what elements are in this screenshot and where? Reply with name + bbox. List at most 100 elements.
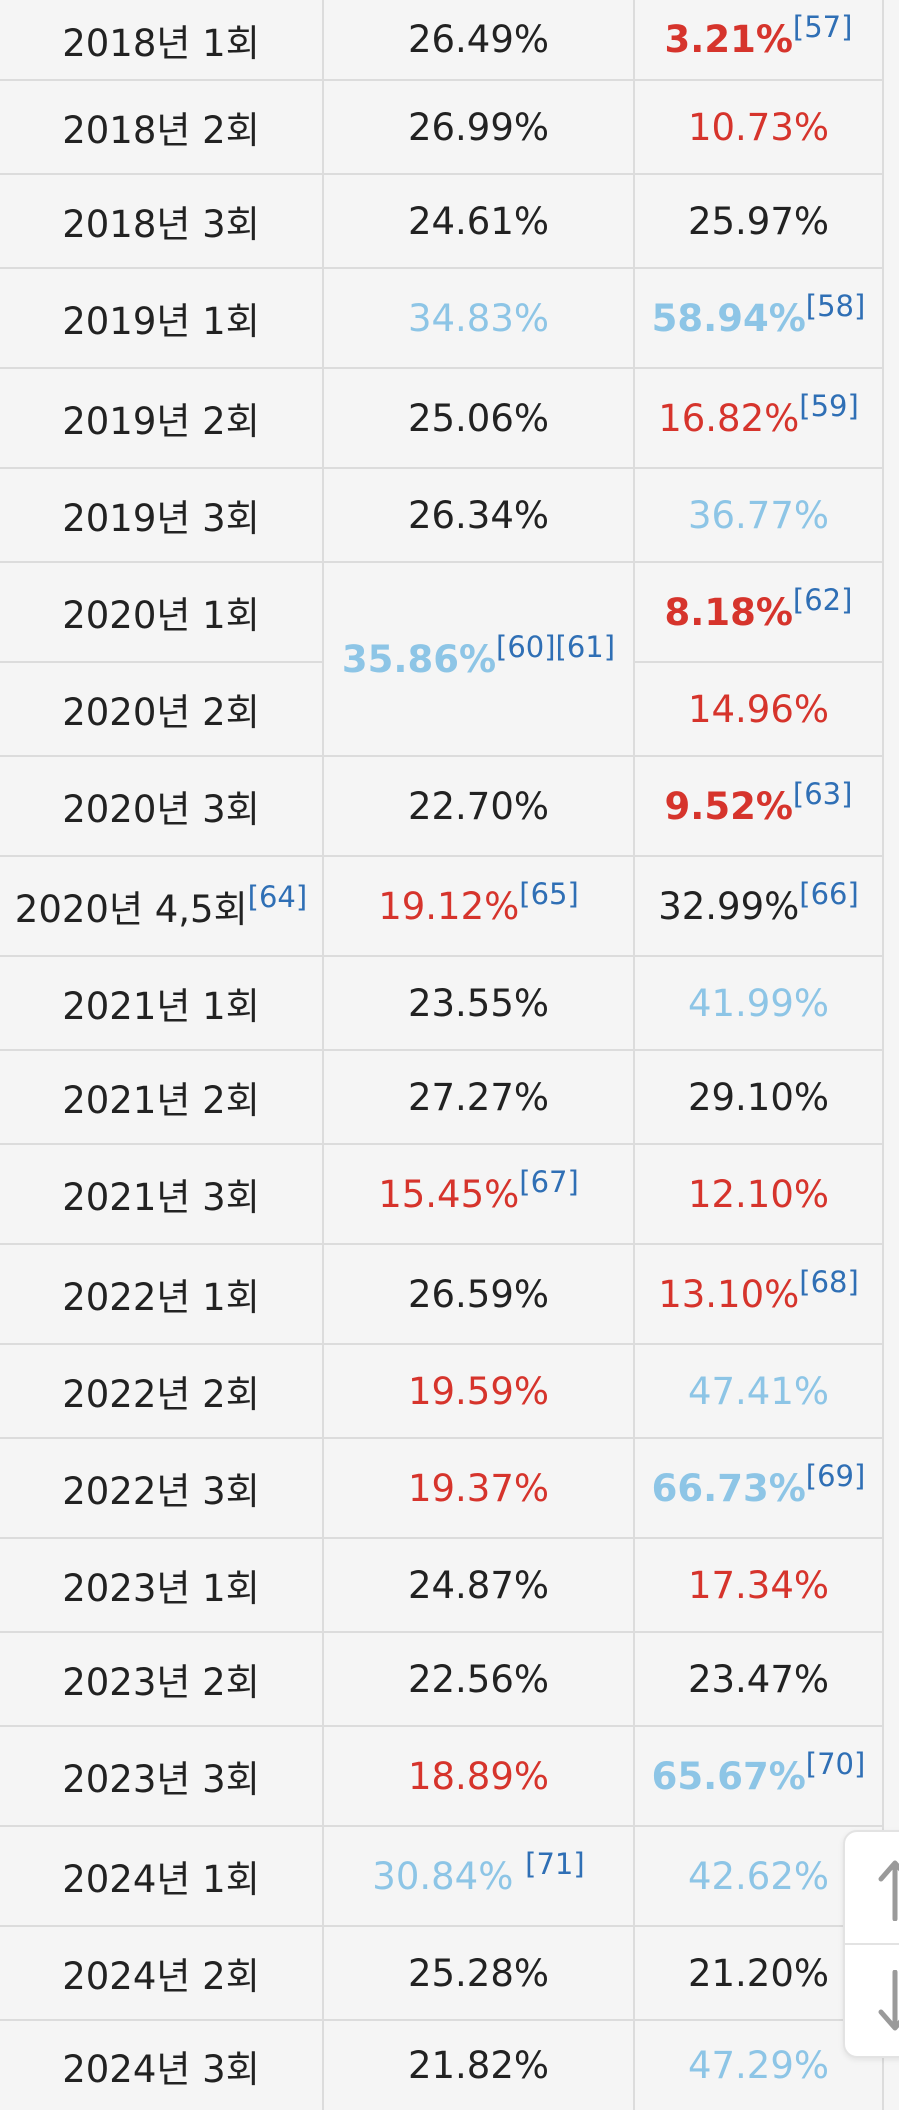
rate-value: 12.10% [687,1172,830,1216]
practical-rate-cell: 8.18%[62] [634,561,884,662]
table-row: 2023년 2회 22.56% 23.47% [0,1631,884,1726]
round-label: 2023년 1회 [62,1567,260,1610]
written-rate-cell: 26.59% [323,1243,635,1344]
round-cell: 2023년 1회 [0,1537,324,1632]
round-label: 2020년 1회 [62,594,260,637]
rate-value: 13.10% [658,1272,800,1316]
footnote-link[interactable]: [66] [799,876,859,911]
round-cell: 2018년 3회 [0,173,324,268]
scroll-to-top-button[interactable] [845,1832,899,1942]
round-label: 2024년 1회 [62,1858,260,1901]
written-rate-cell: 15.45%[67] [323,1143,635,1244]
practical-rate-cell: 25.97% [634,173,884,268]
arrow-up-icon [878,1860,899,1921]
footnote-link[interactable]: [68] [799,1264,859,1299]
rate-value: 58.94% [651,296,806,340]
written-rate-cell: 26.34% [323,467,635,562]
rate-value: 32.99% [658,884,800,928]
round-label: 2021년 3회 [62,1176,260,1219]
written-rate-cell: 19.59% [323,1343,635,1438]
rate-value: 26.59% [407,1272,550,1316]
round-cell: 2024년 1회 [0,1825,324,1926]
arrow-down-icon [878,1970,899,2031]
rate-value: 25.28% [407,1951,550,1995]
round-label: 2021년 2회 [62,1079,260,1122]
footnote-link[interactable]: [59] [799,388,859,423]
written-rate-cell: 27.27% [323,1049,635,1144]
written-rate-cell: 19.12%[65] [323,855,635,956]
written-rate-cell: 23.55% [323,955,635,1050]
practical-rate-cell: 16.82%[59] [634,367,884,468]
practical-rate-cell: 65.67%[70] [634,1725,884,1826]
round-cell: 2018년 2회 [0,79,324,174]
round-cell: 2021년 1회 [0,955,324,1050]
table-row: 2022년 1회 26.59% 13.10%[68] [0,1243,884,1344]
footnote-link[interactable]: [67] [519,1164,579,1199]
round-cell: 2024년 3회 [0,2019,324,2110]
written-rate-cell: 26.99% [323,79,635,174]
round-cell: 2020년 1회 [0,561,324,662]
footnote-link[interactable]: [64] [247,880,308,914]
rate-value: 15.45% [378,1172,520,1216]
footnote-link[interactable]: [69] [805,1458,866,1493]
round-cell: 2019년 3회 [0,467,324,562]
round-label: 2022년 3회 [62,1470,260,1513]
footnote-link[interactable]: [57] [792,10,853,44]
practical-rate-cell: 29.10% [634,1049,884,1144]
scroll-divider [845,1943,899,1945]
practical-rate-cell: 58.94%[58] [634,267,884,368]
footnote-link[interactable]: [71] [525,1846,585,1881]
rate-value: 19.37% [407,1466,550,1510]
footnote-link[interactable]: [58] [805,288,866,323]
table-row: 2021년 2회 27.27% 29.10% [0,1049,884,1144]
table-row: 2020년 1회 35.86%[60][61] 8.18%[62] [0,561,884,756]
rate-value: 24.87% [407,1563,550,1607]
written-rate-cell: 22.56% [323,1631,635,1726]
footnote-link[interactable]: [70] [805,1746,866,1781]
table-row: 2020년 2회 14.96% [0,661,884,756]
round-cell: 2018년 1회 [0,0,324,80]
round-cell: 2019년 2회 [0,367,324,468]
round-label: 2024년 3회 [62,2047,260,2091]
rate-value: 65.67% [651,1754,806,1798]
rate-value: 19.12% [378,884,520,928]
practical-rate-cell: 32.99%[66] [634,855,884,956]
round-label: 2019년 3회 [62,497,260,540]
round-cell: 2020년 2회 [0,661,324,756]
practical-rate-cell: 3.21%[57] [634,0,884,80]
table-row: 2021년 1회 23.55% 41.99% [0,955,884,1050]
practical-rate-cell: 21.20% [634,1925,884,2020]
written-rate-cell: 22.70% [323,755,635,856]
practical-rate-cell: 41.99% [634,955,884,1050]
practical-rate-cell: 9.52%[63] [634,755,884,856]
rate-value: 25.97% [687,199,830,243]
round-label: 2019년 2회 [62,400,260,443]
footnote-link[interactable]: [63] [792,776,853,811]
written-rate-cell: 26.49% [323,0,635,80]
table-row: 2024년 3회 21.82% 47.29% [0,2019,884,2110]
written-rate-cell: 25.06% [323,367,635,468]
table-row: 2018년 1회 26.49% 3.21%[57] [0,0,884,80]
round-label: 2018년 1회 [62,21,260,65]
round-cell: 2021년 2회 [0,1049,324,1144]
footnote-link[interactable]: [65] [519,876,579,911]
scroll-to-bottom-button[interactable] [845,1945,899,2055]
round-cell: 2023년 3회 [0,1725,324,1826]
rate-value: 14.96% [687,687,830,731]
practical-rate-cell: 17.34% [634,1537,884,1632]
table-row: 2022년 3회 19.37% 66.73%[69] [0,1437,884,1538]
round-label: 2018년 2회 [62,109,260,152]
table-row: 2024년 1회 30.84% [71] 42.62% [0,1825,884,1926]
rate-value: 9.52% [664,784,793,828]
written-rate-cell: 21.82% [323,2019,635,2110]
practical-rate-cell: 47.29% [634,2019,884,2110]
round-label: 2021년 1회 [62,985,260,1028]
rate-value: 22.70% [407,784,550,828]
rate-value: 10.73% [687,105,830,149]
rate-value: 21.82% [407,2044,550,2087]
written-rate-cell: 34.83% [323,267,635,368]
footnote-link[interactable]: [60][61] [496,629,616,664]
practical-rate-cell: 13.10%[68] [634,1243,884,1344]
footnote-link[interactable]: [62] [792,582,853,617]
rate-value: 26.49% [407,18,550,61]
